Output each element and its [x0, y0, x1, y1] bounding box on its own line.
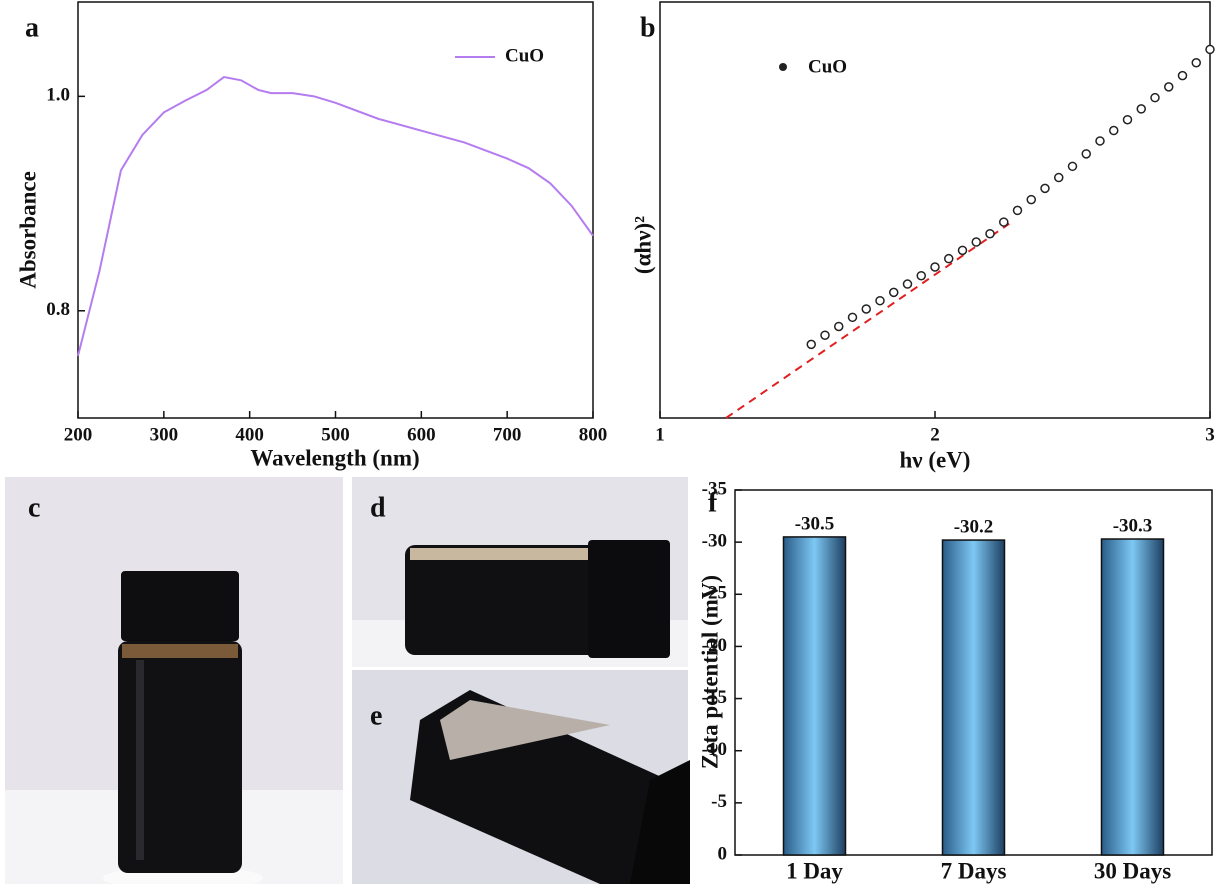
panel-letter: d	[370, 492, 386, 523]
point	[999, 217, 1009, 227]
x-tick-label: 7 Days	[941, 858, 1007, 883]
point	[861, 304, 871, 314]
x-tick-label: 1	[655, 424, 665, 445]
panel-letter: e	[370, 700, 382, 731]
x-tick-label: 30 Days	[1094, 858, 1171, 883]
point	[1205, 44, 1215, 55]
y-tick-label: -15	[702, 687, 727, 708]
x-tick-label: 800	[579, 424, 608, 445]
point	[1095, 136, 1105, 146]
point	[916, 270, 926, 281]
photo-e	[352, 670, 690, 884]
point	[1067, 161, 1078, 172]
panel-letter: a	[25, 12, 39, 43]
y-tick-label: -30	[702, 531, 727, 552]
point	[902, 279, 913, 289]
point	[944, 253, 954, 264]
value-label: -30.5	[795, 513, 835, 534]
x-tick-label: 400	[235, 424, 264, 445]
x-axis-title: Wavelength (nm)	[250, 445, 419, 470]
x-tick-label: 700	[493, 424, 522, 445]
panel-letter: c	[28, 492, 40, 523]
x-tick-label: 500	[321, 424, 350, 445]
x-tick-label: 3	[1205, 424, 1215, 445]
point	[1191, 57, 1201, 68]
y-tick-label: 0.8	[46, 299, 70, 320]
legend-marker	[779, 63, 787, 71]
point	[957, 245, 968, 256]
y-tick-label: -35	[702, 478, 727, 499]
point	[889, 287, 899, 298]
point	[1164, 82, 1174, 92]
y-tick-label: -25	[702, 583, 727, 604]
point	[930, 262, 940, 272]
panel-letter: b	[640, 12, 656, 43]
data-line	[77, 75, 594, 357]
point	[1136, 104, 1146, 114]
point	[875, 295, 885, 306]
panel-letter: f	[708, 487, 718, 518]
y-tick-label: 1.0	[46, 85, 70, 106]
point	[1012, 205, 1023, 216]
y-tick-label: -20	[702, 635, 727, 656]
point	[1081, 149, 1091, 159]
value-label: -30.3	[1113, 515, 1153, 536]
point	[1040, 183, 1050, 194]
point	[820, 330, 830, 340]
point	[1109, 125, 1119, 136]
bar	[782, 536, 847, 856]
y-tick-label: -10	[702, 739, 727, 760]
value-label: -30.2	[954, 516, 994, 537]
bar	[941, 539, 1006, 856]
y-tick-label: 0	[718, 843, 728, 864]
point	[1150, 92, 1160, 103]
legend-label: CuO	[505, 45, 544, 66]
photo-d	[352, 477, 688, 667]
point	[1122, 114, 1133, 125]
bar	[1100, 538, 1165, 856]
x-tick-label: 1 Day	[786, 858, 843, 883]
x-tick-label: 300	[150, 424, 179, 445]
point	[971, 237, 981, 247]
point	[834, 321, 844, 332]
point	[985, 228, 995, 239]
point	[847, 312, 858, 323]
point	[1026, 194, 1036, 205]
x-tick-label: 600	[407, 424, 436, 445]
y-axis-title: Absorbance	[15, 171, 40, 289]
fit-line	[725, 222, 1010, 419]
x-tick-label: 2	[930, 424, 940, 445]
legend-label: CuO	[808, 56, 847, 77]
y-axis-title: (αhν)²	[630, 216, 655, 274]
y-axis-title: Zeta potential (mV)	[697, 575, 722, 769]
x-axis-title: hν (eV)	[900, 447, 971, 472]
point	[1177, 70, 1188, 81]
x-tick-label: 200	[64, 424, 93, 445]
plot-frame	[659, 1, 1211, 419]
photo-c	[5, 477, 343, 884]
y-tick-label: -5	[711, 791, 727, 812]
point	[1054, 172, 1064, 183]
point	[806, 339, 816, 350]
